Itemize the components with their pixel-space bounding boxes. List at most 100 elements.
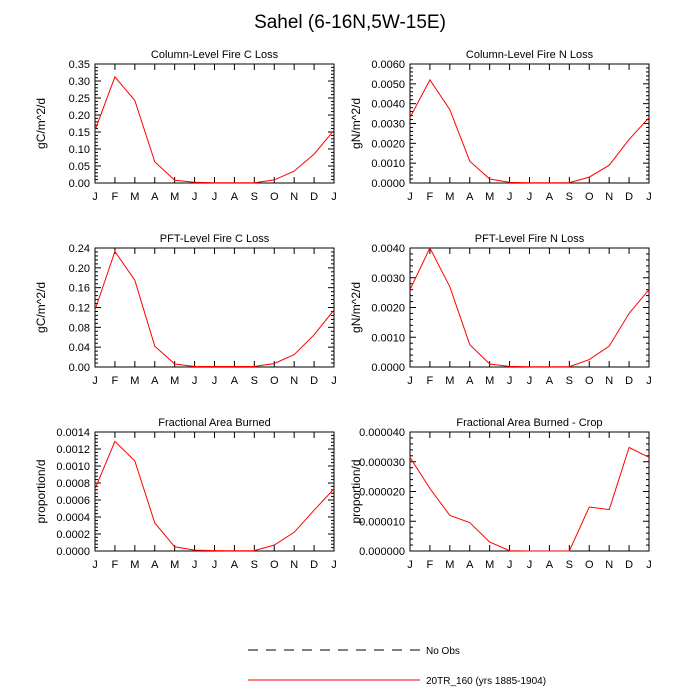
x-tick-label: J <box>331 559 337 571</box>
y-tick-label: 0.0000 <box>371 362 405 374</box>
chart-panel-2: Column-Level Fire N Loss 0.0000 0.0010 0.00… <box>349 49 652 203</box>
y-tick-label: 0.0000 <box>371 178 405 190</box>
x-tick-label: A <box>466 375 474 387</box>
x-tick-label: J <box>331 375 337 387</box>
x-tick-label: F <box>112 191 119 203</box>
x-tick-label: J <box>192 559 198 571</box>
chart-title: Column-Level Fire N Loss <box>466 49 594 61</box>
x-tick-label: A <box>151 375 159 387</box>
x-tick-label: A <box>231 375 239 387</box>
x-tick-label: M <box>170 375 179 387</box>
y-tick-label: 0.0050 <box>371 79 405 91</box>
x-tick-label: M <box>445 191 454 203</box>
x-tick-label: O <box>270 375 279 387</box>
y-tick-label: 0.0020 <box>371 138 405 150</box>
y-tick-label: 0.0040 <box>371 99 405 111</box>
x-tick-label: F <box>112 559 119 571</box>
x-tick-label: A <box>466 191 474 203</box>
legend-obs-label: No Obs <box>426 646 460 657</box>
y-tick-label: 0.16 <box>69 283 90 295</box>
x-tick-label: M <box>170 191 179 203</box>
panels: Column-Level Fire C Loss 0.00 0.05 0.10 0.15… <box>34 49 652 571</box>
x-tick-label: D <box>625 375 633 387</box>
x-tick-label: A <box>151 191 159 203</box>
x-tick-label: S <box>251 559 258 571</box>
x-tick-label: O <box>585 559 594 571</box>
y-tick-label: 0.0008 <box>56 478 90 490</box>
chart-frame <box>94 63 335 184</box>
chart-frame <box>409 247 650 368</box>
y-tick-label: 0.0006 <box>56 495 90 507</box>
x-tick-label: J <box>527 559 533 571</box>
chart-title: PFT-Level Fire C Loss <box>160 233 270 245</box>
chart-frame <box>94 431 335 552</box>
y-tick-label: 0.000010 <box>359 516 405 528</box>
x-tick-label: J <box>507 375 513 387</box>
y-tick-label: 0.0060 <box>371 59 405 71</box>
y-tick-label: 0.35 <box>69 59 90 71</box>
x-tick-label: S <box>566 375 573 387</box>
x-tick-label: O <box>585 375 594 387</box>
x-tick-label: D <box>310 375 318 387</box>
x-tick-label: O <box>585 191 594 203</box>
x-tick-label: J <box>407 191 413 203</box>
chart-panel-4: PFT-Level Fire N Loss 0.0000 0.0010 0.0020 0… <box>349 233 652 387</box>
x-tick-label: A <box>546 559 554 571</box>
y-tick-label: 0.00 <box>69 178 90 190</box>
x-tick-label: J <box>527 191 533 203</box>
x-tick-label: M <box>130 375 139 387</box>
y-axis-label: gN/m^2/d <box>349 98 363 149</box>
series-line <box>409 78 650 184</box>
x-tick-label: J <box>527 375 533 387</box>
x-tick-label: J <box>407 375 413 387</box>
x-tick-label: F <box>427 191 434 203</box>
chart-frame <box>94 247 335 368</box>
y-tick-label: 0.0002 <box>56 529 90 541</box>
y-tick-label: 0.0012 <box>56 444 90 456</box>
legend: No Obs 20TR_160 (yrs 1885-1904) <box>248 646 546 687</box>
x-tick-label: N <box>605 191 613 203</box>
y-tick-label: 0.0040 <box>371 243 405 255</box>
x-tick-label: A <box>466 559 474 571</box>
y-tick-label: 0.15 <box>69 127 90 139</box>
y-tick-label: 0.00 <box>69 362 90 374</box>
x-tick-label: A <box>546 191 554 203</box>
y-axis-label: gC/m^2/d <box>34 98 48 149</box>
x-tick-label: S <box>251 375 258 387</box>
x-tick-label: O <box>270 191 279 203</box>
x-tick-label: J <box>407 559 413 571</box>
y-tick-label: 0.10 <box>69 144 90 156</box>
y-tick-label: 0.0030 <box>371 119 405 131</box>
x-tick-label: J <box>331 191 337 203</box>
series-line <box>94 250 335 367</box>
x-tick-label: J <box>212 375 218 387</box>
x-tick-label: J <box>646 375 652 387</box>
y-tick-label: 0.08 <box>69 322 90 334</box>
y-tick-label: 0.0030 <box>371 273 405 285</box>
y-axis-label: proportion/d <box>34 459 48 523</box>
y-axis-label: proportion/d <box>349 459 363 523</box>
x-tick-label: D <box>310 559 318 571</box>
x-tick-label: A <box>231 559 239 571</box>
x-tick-label: M <box>445 559 454 571</box>
y-tick-label: 0.0004 <box>56 512 90 524</box>
x-tick-label: N <box>290 191 298 203</box>
series-line <box>409 446 650 552</box>
x-tick-label: M <box>485 191 494 203</box>
y-tick-label: 0.0014 <box>56 427 90 439</box>
y-axis-label: gN/m^2/d <box>349 282 363 333</box>
y-tick-label: 0.20 <box>69 263 90 275</box>
y-tick-label: 0.0010 <box>371 158 405 170</box>
chart-title: Fractional Area Burned <box>158 417 271 429</box>
chart-panel-6: Fractional Area Burned - Crop 0.000000 0.0… <box>349 417 652 571</box>
y-tick-label: 0.12 <box>69 303 90 315</box>
x-tick-label: N <box>605 375 613 387</box>
series-line <box>94 75 335 184</box>
x-tick-label: M <box>170 559 179 571</box>
chart-panel-1: Column-Level Fire C Loss 0.00 0.05 0.10 0.15… <box>34 49 337 203</box>
x-tick-label: N <box>605 559 613 571</box>
y-tick-label: 0.04 <box>69 342 90 354</box>
x-tick-label: A <box>151 559 159 571</box>
y-tick-label: 0.000030 <box>359 457 405 469</box>
